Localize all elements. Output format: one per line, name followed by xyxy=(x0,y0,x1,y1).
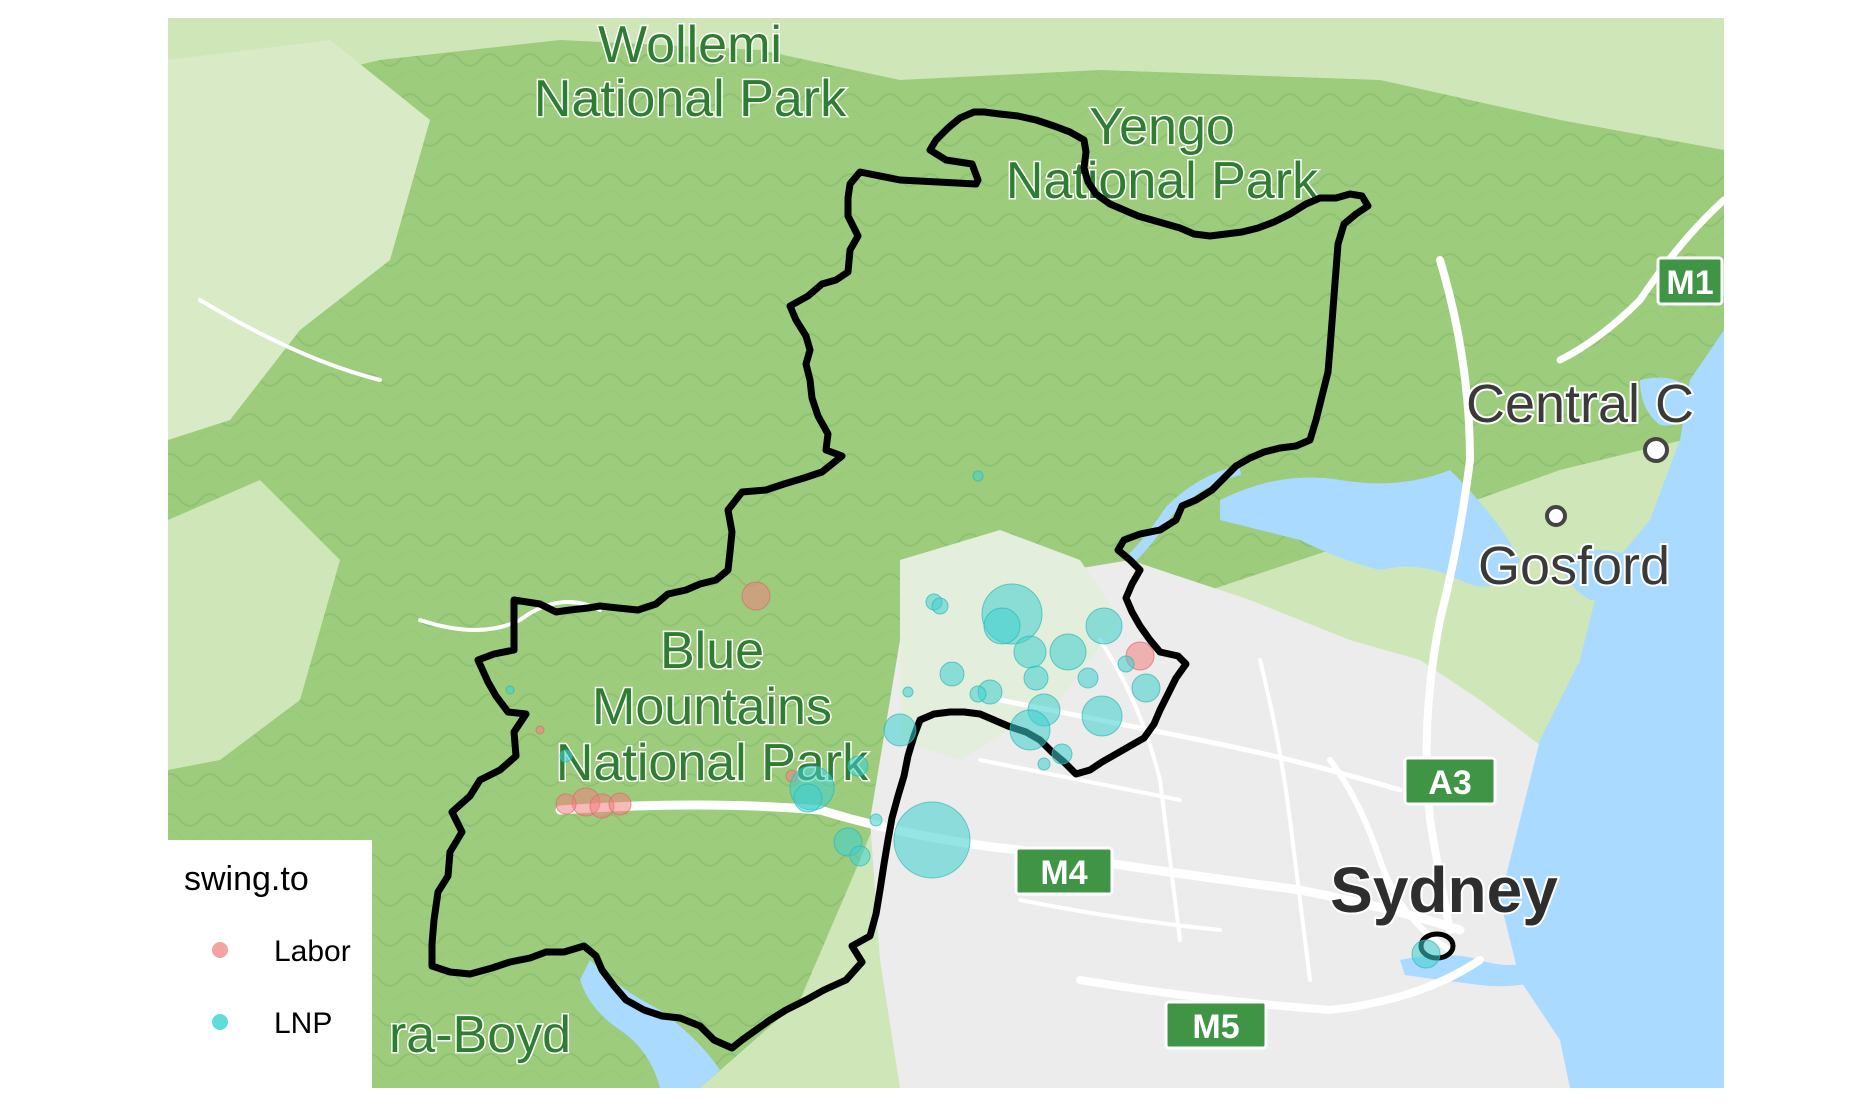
swing-point-labor xyxy=(741,581,771,611)
swing-point-lnp xyxy=(1411,939,1441,969)
valley-area xyxy=(900,530,1120,760)
swing-point-lnp xyxy=(931,597,949,615)
road-shield-m5: M5 xyxy=(1164,1000,1268,1050)
road-shield-label: M4 xyxy=(1040,854,1087,892)
swing-point-lnp xyxy=(893,801,971,879)
road-shield-box xyxy=(1656,256,1724,306)
legend-key-labor xyxy=(212,942,228,958)
swing-point-lnp xyxy=(849,845,871,867)
swing-point-lnp xyxy=(1117,655,1135,673)
swing-point-lnp xyxy=(1049,633,1087,671)
swing-point-lnp xyxy=(883,713,917,747)
road-shield-box xyxy=(1403,756,1497,806)
road-shields: M1 A3 M4 M5 xyxy=(1014,256,1724,1050)
legend: swing.to Labor LNP xyxy=(168,840,372,1088)
place-label-blue-mountains: National Park xyxy=(556,734,869,792)
swing-point-lnp xyxy=(505,685,515,695)
swing-point-lnp xyxy=(983,607,1021,645)
swing-point-lnp xyxy=(969,685,987,703)
swing-point-lnp xyxy=(869,813,883,827)
legend-key-lnp xyxy=(212,1014,228,1030)
farmland-area xyxy=(168,480,340,770)
place-label-kanangra-boyd: ra-Boyd xyxy=(389,1006,571,1064)
electorate-boundary-line xyxy=(428,108,1372,1052)
road-shield-m4: M4 xyxy=(1014,846,1114,896)
road-shield-box xyxy=(1164,1000,1268,1050)
swing-point-lnp xyxy=(559,749,573,763)
swing-point-lnp xyxy=(939,661,965,687)
place-label-yengo: Yengo xyxy=(1089,98,1235,156)
place-label-blue-mountains: Blue xyxy=(660,622,764,680)
lake xyxy=(1560,550,1640,600)
legend-box xyxy=(168,840,372,1088)
swing-point-lnp xyxy=(1037,757,1051,771)
road-shield-label: M5 xyxy=(1192,1008,1239,1046)
place-label-wollemi: Wollemi xyxy=(598,16,782,74)
road-shield-label: M1 xyxy=(1666,264,1713,302)
swing-points xyxy=(505,470,1441,969)
swing-point-lnp xyxy=(1051,743,1073,765)
ocean xyxy=(1500,330,1724,1088)
swing-point-lnp xyxy=(1131,673,1161,703)
broken-bay xyxy=(1220,470,1520,587)
road-shield-a3: A3 xyxy=(1403,756,1497,806)
swing-point-lnp xyxy=(1081,695,1123,737)
lake xyxy=(1640,377,1700,426)
hawkesbury-river xyxy=(1126,465,1242,564)
swing-point-labor xyxy=(555,793,577,815)
place-label-sydney: Sydney xyxy=(1330,854,1558,926)
town-marker xyxy=(1545,505,1567,527)
legend-title: swing.to xyxy=(184,860,309,898)
swing-point-labor xyxy=(608,792,632,816)
road-shield-box xyxy=(1014,846,1114,896)
place-label-gosford: Gosford xyxy=(1478,536,1670,596)
farmland-area xyxy=(168,40,430,440)
road-shield-m1: M1 xyxy=(1656,256,1724,306)
swing-point-lnp xyxy=(1013,635,1047,669)
swing-point-lnp xyxy=(847,755,869,777)
place-label-blue-mountains: Mountains xyxy=(592,678,832,736)
legend-label-lnp: LNP xyxy=(274,1007,332,1040)
swing-point-labor xyxy=(535,725,545,735)
swing-point-lnp xyxy=(1077,667,1099,689)
swing-point-lnp xyxy=(972,470,984,482)
road-shield-label: A3 xyxy=(1428,764,1471,802)
legend-label-labor: Labor xyxy=(274,935,351,968)
swing-point-lnp xyxy=(1009,709,1051,751)
swing-point-lnp xyxy=(1085,607,1123,645)
swing-point-lnp xyxy=(1023,665,1049,691)
place-label-wollemi: National Park xyxy=(534,70,847,128)
place-label-yengo: National Park xyxy=(1006,152,1319,210)
swing-point-lnp xyxy=(902,686,914,698)
place-label-central-coast: Central C xyxy=(1466,374,1694,434)
town-marker xyxy=(1643,437,1669,463)
swing-point-lnp xyxy=(793,783,823,813)
